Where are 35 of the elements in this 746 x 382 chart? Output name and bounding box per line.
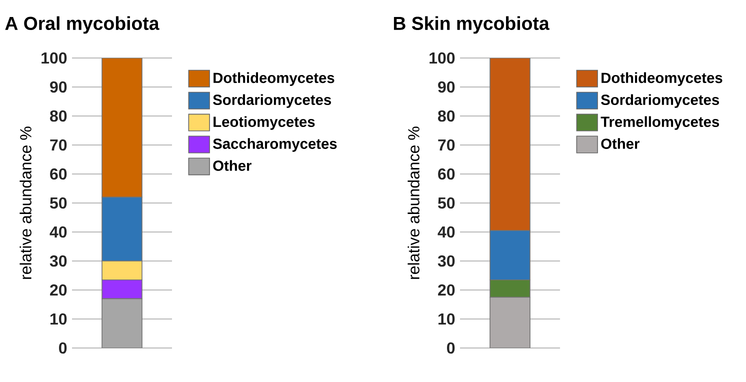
y-tick-label: 20	[50, 284, 67, 296]
chart-title: A Oral mycobiota	[5, 16, 160, 34]
legend-label: Dothideomycetes	[214, 72, 334, 86]
y-tick-label: 100	[430, 52, 455, 64]
legend-label: Other	[213, 160, 252, 171]
y-tick-label: 0	[59, 342, 67, 354]
y-tick-label: 80	[438, 110, 455, 122]
y-tick-label: 70	[438, 139, 455, 151]
y-tick-label: 20	[438, 284, 455, 296]
y-tick-label: 90	[50, 81, 67, 93]
y-tick-label: 60	[438, 168, 455, 180]
legend-label: Dothideomycetes	[602, 72, 722, 86]
y-tick-label: 40	[438, 226, 455, 238]
legend-label: Leotiomycetes	[214, 116, 315, 130]
y-tick-label: 50	[438, 197, 455, 209]
chart-title: B Skin mycobiota	[394, 16, 550, 34]
y-tick-label: 10	[50, 313, 67, 325]
y-axis-title: relative abundance %	[408, 126, 420, 279]
y-tick-label: 30	[438, 255, 455, 267]
y-tick-label: 10	[438, 313, 455, 325]
legend-label: Sordariomycetes	[213, 94, 331, 108]
y-tick-label: 70	[50, 139, 67, 151]
y-tick-label: 0	[447, 342, 455, 354]
legend-label: Other	[601, 138, 640, 149]
y-tick-label: 80	[50, 110, 67, 122]
legend-label: Sordariomycetes	[601, 94, 720, 108]
y-tick-label: 100	[42, 52, 67, 64]
y-tick-label: 40	[50, 226, 67, 238]
y-tick-label: 90	[438, 81, 455, 93]
legend-label: Tremellomycetes	[600, 116, 720, 130]
y-tick-label: 50	[50, 197, 67, 209]
legend-label: Saccharomycetes	[213, 138, 337, 152]
y-axis-title: relative abundance %	[20, 126, 32, 279]
y-tick-label: 30	[50, 255, 67, 267]
y-tick-label: 60	[50, 168, 67, 180]
